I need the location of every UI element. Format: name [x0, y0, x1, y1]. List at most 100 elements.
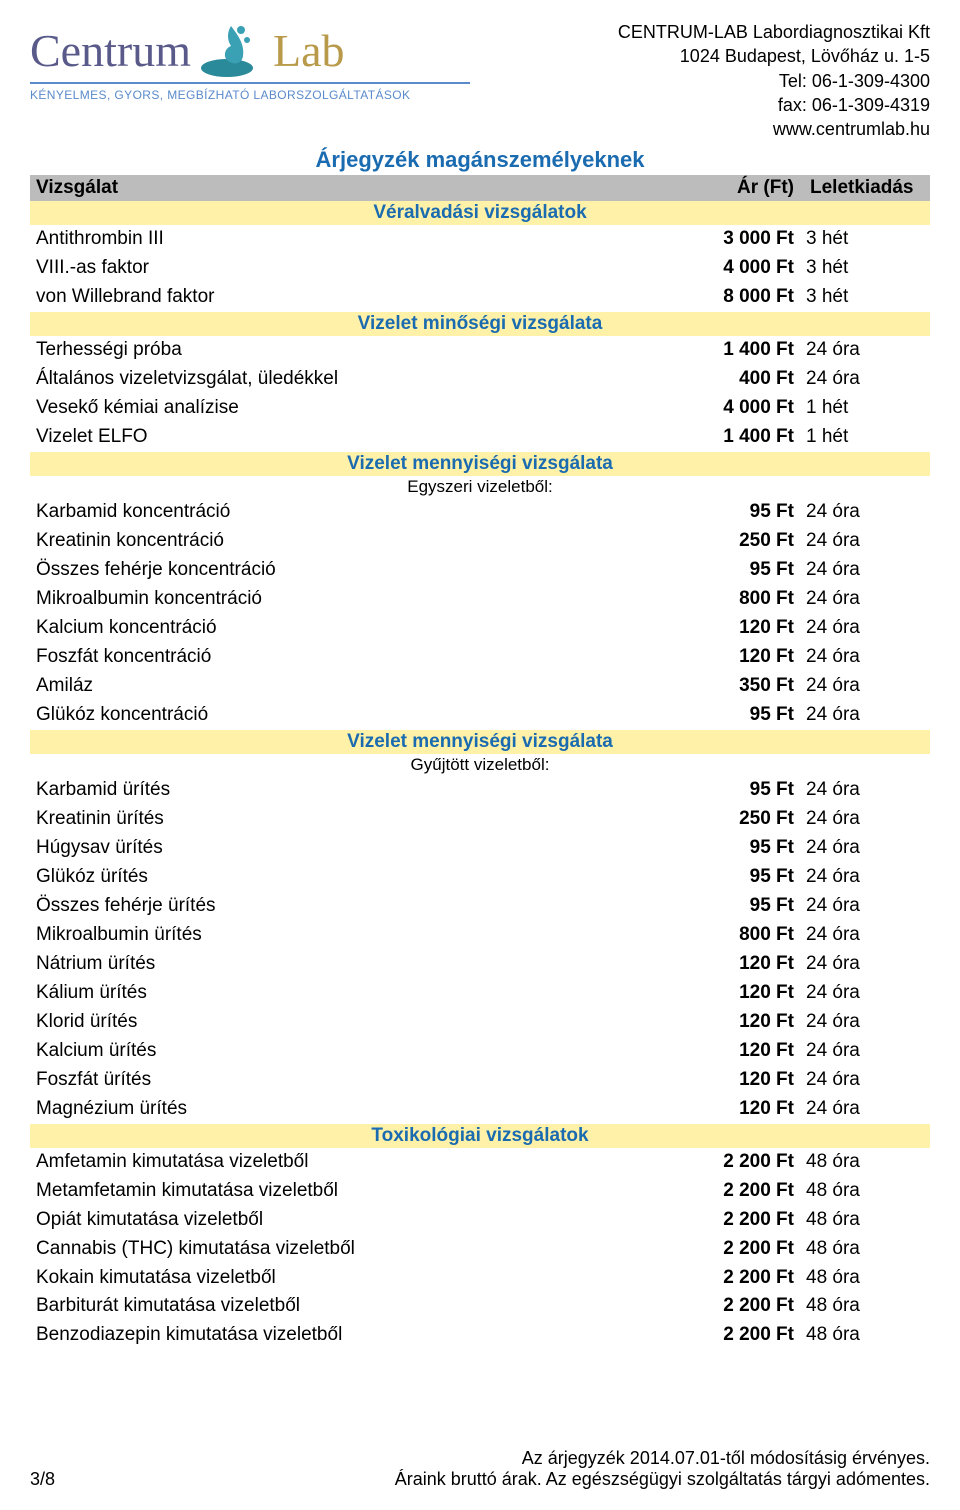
cell-name: Cannabis (THC) kimutatása vizeletből [30, 1235, 680, 1264]
section-note-row: Egyszeri vizeletből: [30, 476, 930, 498]
table-row: Amiláz350 Ft24 óra [30, 672, 930, 701]
cell-name: Kalcium koncentráció [30, 614, 680, 643]
table-row: Kalcium ürítés120 Ft24 óra [30, 1037, 930, 1066]
cell-name: Klorid ürítés [30, 1008, 680, 1037]
col-name: Vizsgálat [30, 175, 680, 201]
cell-time: 24 óra [800, 776, 930, 805]
company-fax: fax: 06-1-309-4319 [618, 93, 930, 117]
cell-price: 1 400 Ft [680, 423, 800, 452]
cell-price: 400 Ft [680, 365, 800, 394]
cell-price: 95 Ft [680, 863, 800, 892]
cell-price: 2 200 Ft [680, 1235, 800, 1264]
cell-price: 95 Ft [680, 701, 800, 730]
cell-time: 24 óra [800, 950, 930, 979]
section-heading-row: Toxikológiai vizsgálatok [30, 1124, 930, 1148]
cell-name: Karbamid ürítés [30, 776, 680, 805]
cell-time: 48 óra [800, 1206, 930, 1235]
table-row: Kokain kimutatása vizeletből2 200 Ft48 ó… [30, 1264, 930, 1293]
cell-name: Opiát kimutatása vizeletből [30, 1206, 680, 1235]
company-tel: Tel: 06-1-309-4300 [618, 69, 930, 93]
cell-name: Kreatinin ürítés [30, 805, 680, 834]
cell-price: 120 Ft [680, 643, 800, 672]
table-row: Összes fehérje koncentráció95 Ft24 óra [30, 556, 930, 585]
cell-price: 1 400 Ft [680, 336, 800, 365]
cell-time: 24 óra [800, 1037, 930, 1066]
table-row: Barbiturát kimutatása vizeletből2 200 Ft… [30, 1292, 930, 1321]
cell-name: Kokain kimutatása vizeletből [30, 1264, 680, 1293]
footer-notes: Az árjegyzék 2014.07.01-től módosításig … [395, 1448, 930, 1490]
col-time: Leletkiadás [800, 175, 930, 201]
cell-name: Metamfetamin kimutatása vizeletből [30, 1177, 680, 1206]
table-row: Benzodiazepin kimutatása vizeletből2 200… [30, 1321, 930, 1350]
cell-name: Foszfát koncentráció [30, 643, 680, 672]
section-heading-row: Vizelet minőségi vizsgálata [30, 312, 930, 336]
section-heading-row: Vizelet mennyiségi vizsgálata [30, 452, 930, 476]
section-heading: Vizelet mennyiségi vizsgálata [30, 452, 930, 476]
cell-time: 24 óra [800, 614, 930, 643]
cell-time: 3 hét [800, 283, 930, 312]
cell-price: 120 Ft [680, 979, 800, 1008]
cell-name: Terhességi próba [30, 336, 680, 365]
table-row: Foszfát ürítés120 Ft24 óra [30, 1066, 930, 1095]
cell-time: 48 óra [800, 1292, 930, 1321]
cell-price: 120 Ft [680, 614, 800, 643]
cell-time: 3 hét [800, 225, 930, 254]
cell-time: 24 óra [800, 527, 930, 556]
table-row: Opiát kimutatása vizeletből2 200 Ft48 ór… [30, 1206, 930, 1235]
section-heading: Toxikológiai vizsgálatok [30, 1124, 930, 1148]
cell-time: 48 óra [800, 1321, 930, 1350]
cell-time: 48 óra [800, 1235, 930, 1264]
cell-time: 1 hét [800, 423, 930, 452]
table-row: Kreatinin ürítés250 Ft24 óra [30, 805, 930, 834]
logo-main: Centrum Lab [30, 20, 470, 80]
cell-price: 4 000 Ft [680, 254, 800, 283]
logo-text-right: Lab [273, 24, 345, 77]
cell-time: 48 óra [800, 1148, 930, 1177]
table-row: Általános vizeletvizsgálat, üledékkel400… [30, 365, 930, 394]
table-row: Kálium ürítés120 Ft24 óra [30, 979, 930, 1008]
section-heading: Véralvadási vizsgálatok [30, 201, 930, 225]
cell-price: 95 Ft [680, 892, 800, 921]
table-row: Kreatinin koncentráció250 Ft24 óra [30, 527, 930, 556]
cell-name: VIII.-as faktor [30, 254, 680, 283]
cell-name: Kálium ürítés [30, 979, 680, 1008]
cell-time: 3 hét [800, 254, 930, 283]
cell-price: 800 Ft [680, 921, 800, 950]
section-note: Egyszeri vizeletből: [30, 476, 930, 498]
cell-time: 24 óra [800, 1095, 930, 1124]
table-row: Húgysav ürítés95 Ft24 óra [30, 834, 930, 863]
cell-price: 120 Ft [680, 1037, 800, 1066]
table-row: Terhességi próba1 400 Ft24 óra [30, 336, 930, 365]
table-header-row: Vizsgálat Ár (Ft) Leletkiadás [30, 175, 930, 201]
table-row: Amfetamin kimutatása vizeletből2 200 Ft4… [30, 1148, 930, 1177]
logo-icon [197, 20, 267, 80]
cell-time: 24 óra [800, 336, 930, 365]
table-row: Mikroalbumin ürítés800 Ft24 óra [30, 921, 930, 950]
cell-price: 95 Ft [680, 556, 800, 585]
cell-price: 120 Ft [680, 1008, 800, 1037]
table-row: Vizelet ELFO1 400 Ft1 hét [30, 423, 930, 452]
company-web: www.centrumlab.hu [618, 117, 930, 141]
section-heading: Vizelet mennyiségi vizsgálata [30, 730, 930, 754]
cell-price: 2 200 Ft [680, 1264, 800, 1293]
col-price: Ár (Ft) [680, 175, 800, 201]
cell-price: 2 200 Ft [680, 1321, 800, 1350]
section-heading-row: Vizelet mennyiségi vizsgálata [30, 730, 930, 754]
cell-name: Foszfát ürítés [30, 1066, 680, 1095]
cell-time: 24 óra [800, 556, 930, 585]
price-table: Vizsgálat Ár (Ft) Leletkiadás Véralvadás… [30, 175, 930, 1350]
cell-name: Húgysav ürítés [30, 834, 680, 863]
table-row: Magnézium ürítés120 Ft24 óra [30, 1095, 930, 1124]
company-address: 1024 Budapest, Lövőház u. 1-5 [618, 44, 930, 68]
table-row: von Willebrand faktor8 000 Ft3 hét [30, 283, 930, 312]
document-title: Árjegyzék magánszemélyeknek [30, 147, 930, 173]
table-row: Metamfetamin kimutatása vizeletből2 200 … [30, 1177, 930, 1206]
cell-name: Glükóz ürítés [30, 863, 680, 892]
cell-name: Mikroalbumin ürítés [30, 921, 680, 950]
cell-price: 4 000 Ft [680, 394, 800, 423]
cell-time: 24 óra [800, 672, 930, 701]
logo-text-left: Centrum [30, 24, 191, 77]
cell-name: Kreatinin koncentráció [30, 527, 680, 556]
cell-price: 250 Ft [680, 527, 800, 556]
logo-tagline: KÉNYELMES, GYORS, MEGBÍZHATÓ LABORSZOLGÁ… [30, 82, 470, 102]
